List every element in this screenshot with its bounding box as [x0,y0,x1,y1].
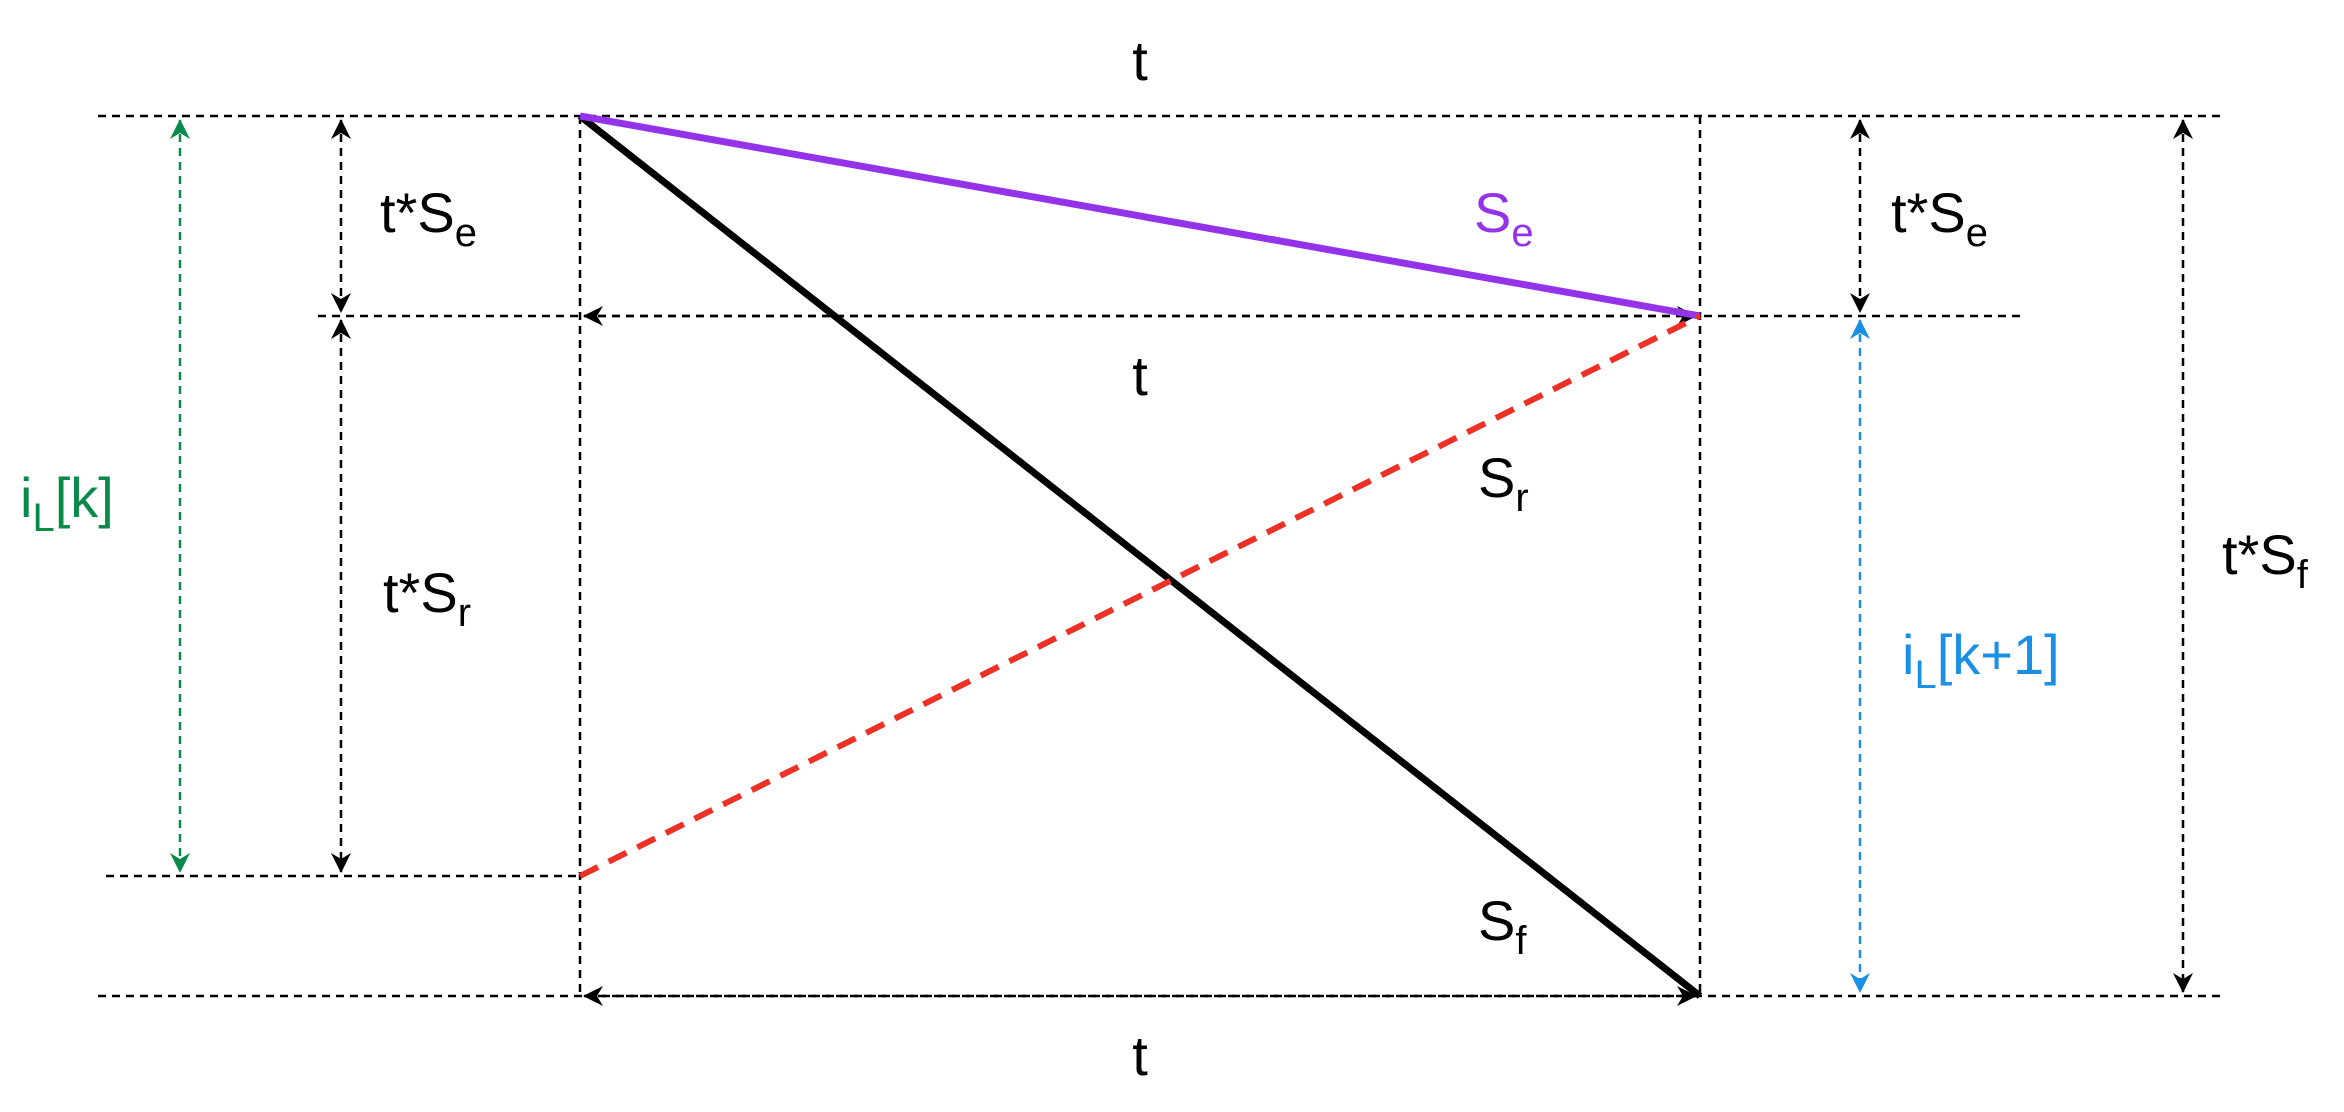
label-Sf: Sf [1478,889,1527,963]
slope-line-Sf [577,113,1703,999]
label-Sr: Sr [1478,446,1529,520]
slope-line-Se [579,112,1701,320]
label-t-mid: t [1132,344,1148,407]
slope-line-Sr [578,313,1702,879]
label-tSr-left: t*Sr [383,561,471,635]
label-t-top: t [1132,29,1148,92]
label-iLk1: iL[k+1] [1902,623,2060,697]
label-t-bottom: t [1132,1024,1148,1087]
label-tSe-right: t*Se [1891,181,1988,255]
label-iLk: iL[k] [20,466,114,540]
label-Se: Se [1474,181,1534,255]
label-tSe-left: t*Se [380,181,477,255]
label-tSf-right: t*Sf [2222,523,2309,597]
